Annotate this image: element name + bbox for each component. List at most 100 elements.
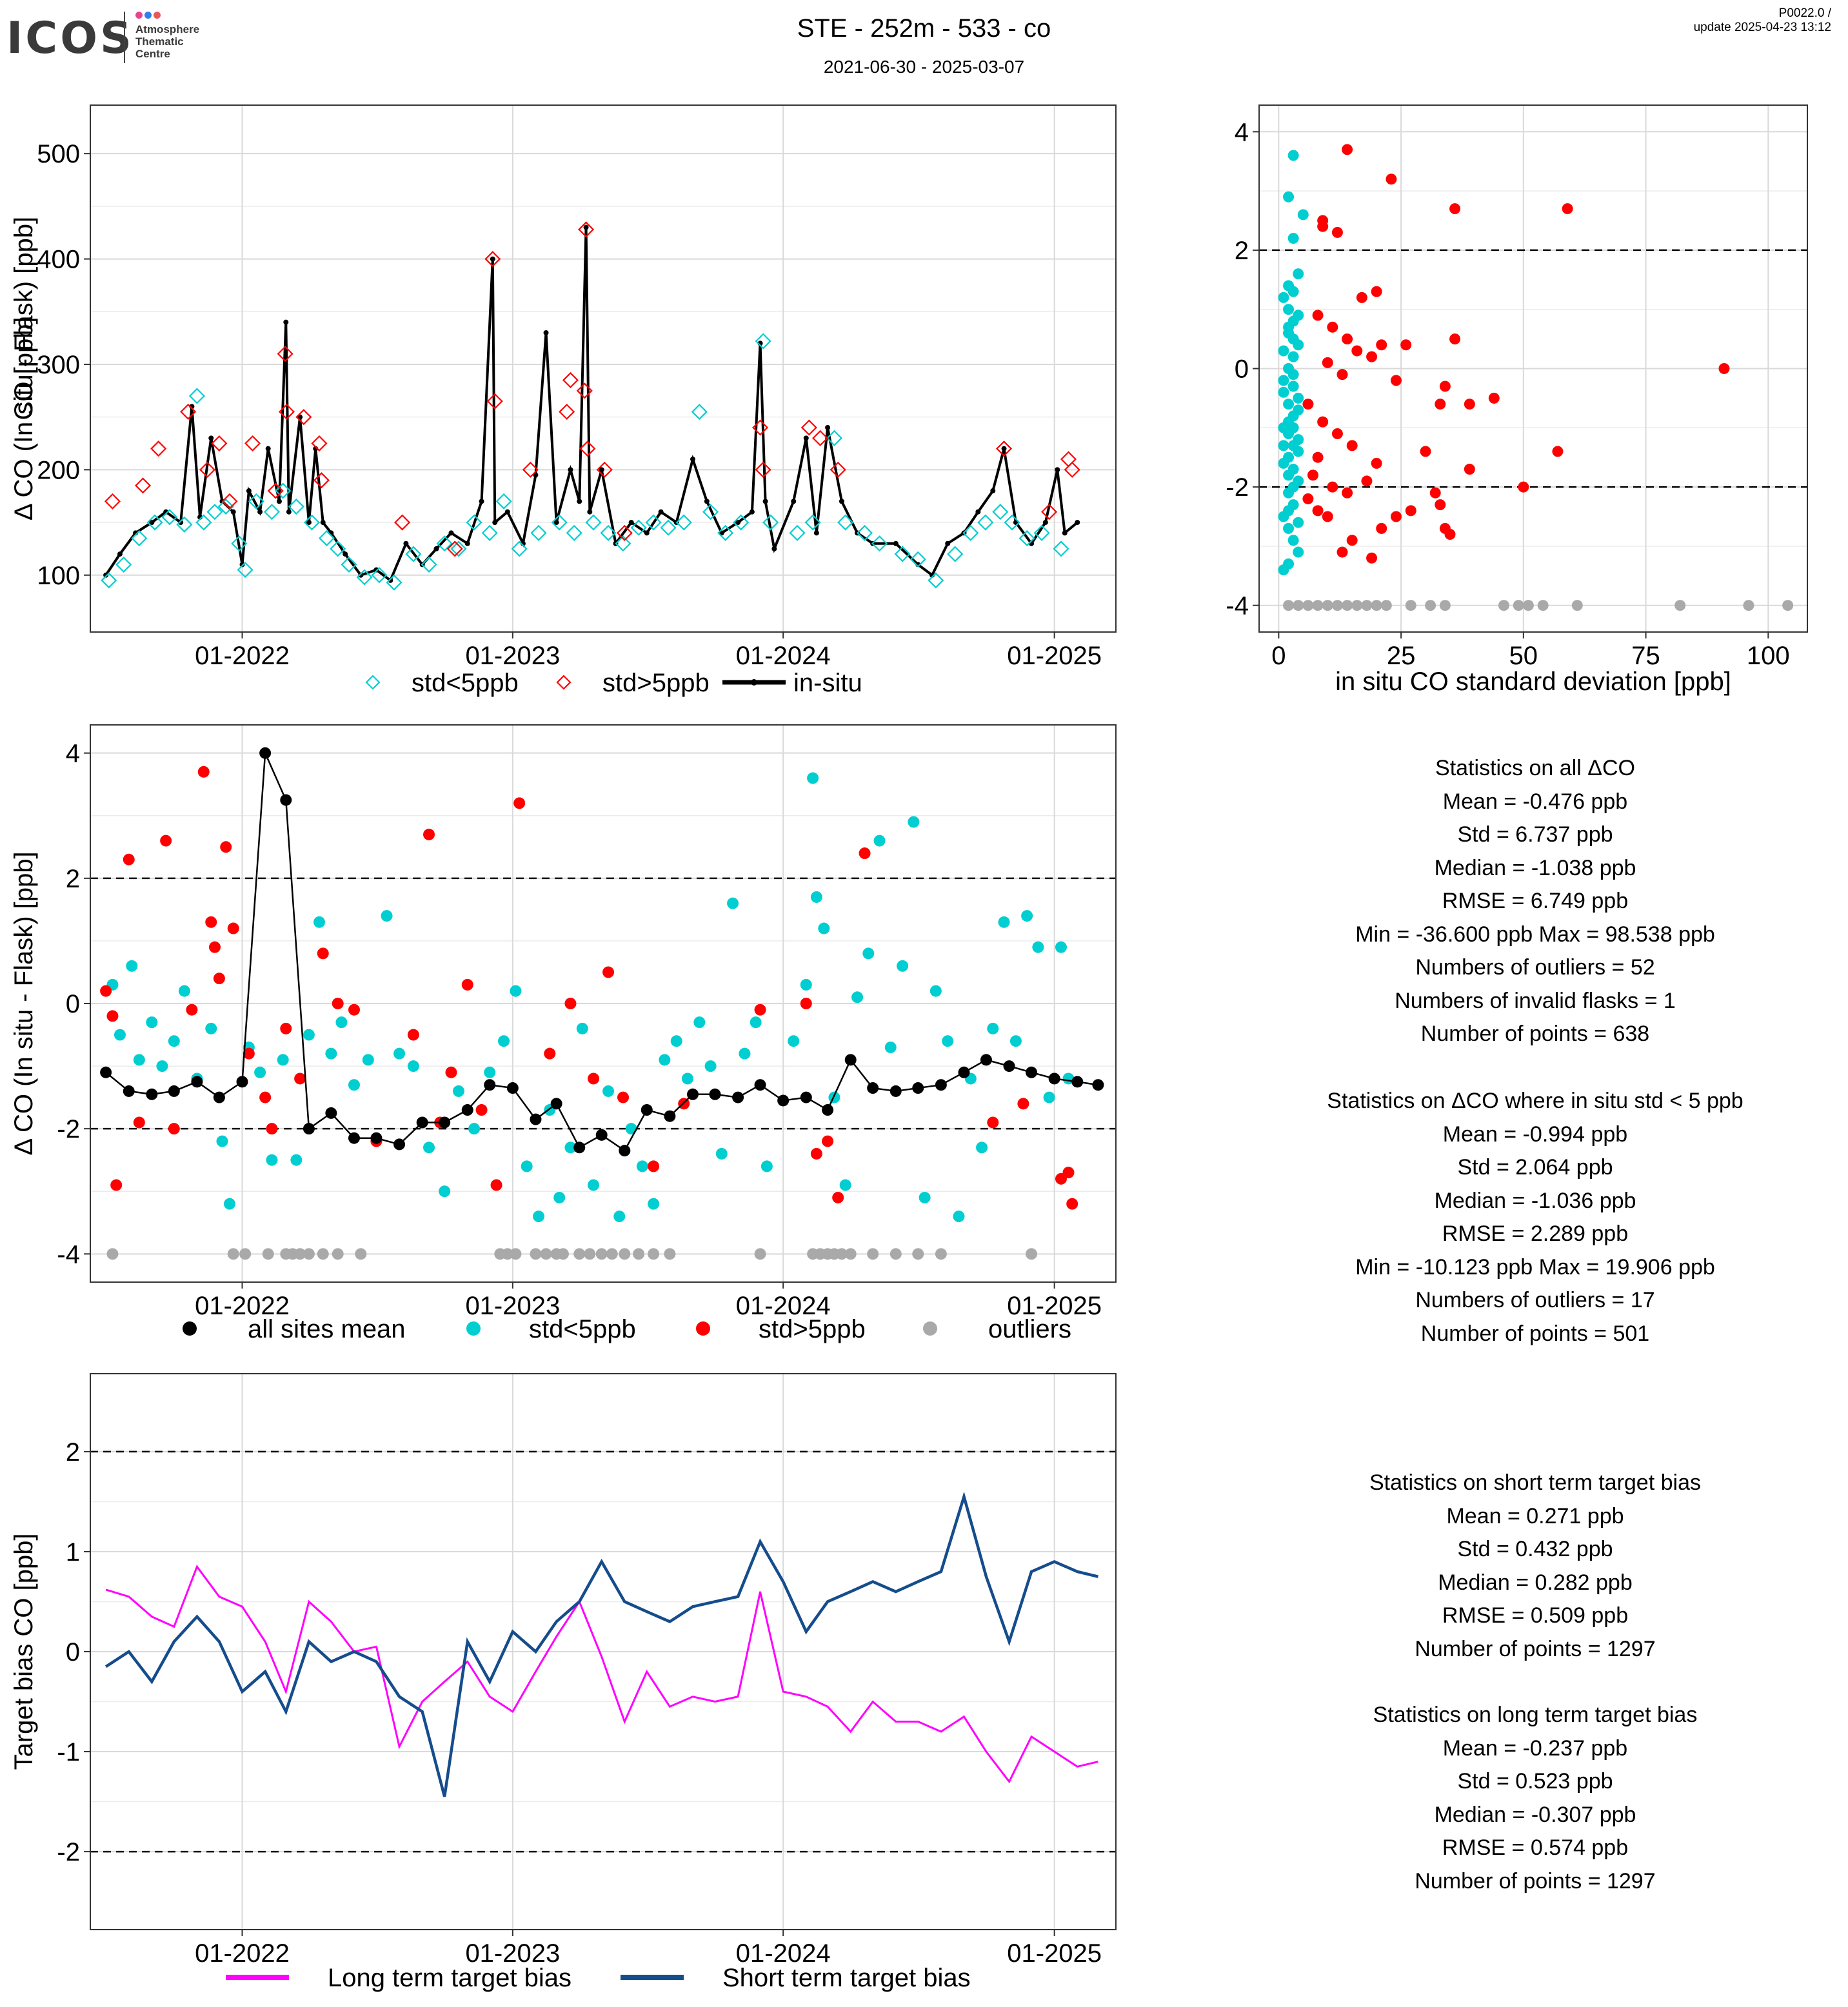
delta-point [178,985,190,997]
in-situ-point [246,488,252,494]
x-tick-label: 01-2025 [1007,642,1102,670]
std-gt-5-marker [559,403,575,420]
delta-point [987,1022,999,1034]
y-tick-label: 0 [66,990,80,1018]
std-gt-5-marker [394,514,411,531]
std-gt-5-marker [313,472,330,489]
scatter-point [1317,221,1329,232]
scatter-point [1518,481,1529,493]
in-situ-point [403,540,409,546]
std-lt-5-marker [762,514,779,531]
in-situ-point [433,546,439,551]
std-lt-5-marker [405,546,422,562]
delta-point [423,1142,435,1154]
all-sites-mean-point [146,1088,158,1100]
std-lt-5-marker [176,516,193,533]
legend-std-gt-5-label: std>5ppb [602,669,710,697]
all-sites-mean-point [958,1066,970,1078]
std-gt-5-marker [578,221,595,238]
in-situ-point [103,572,109,578]
x-tick-label: 01-2023 [465,642,560,670]
all-sites-mean-point [100,1066,112,1078]
in-situ-point [893,540,899,546]
in-situ-point [490,256,495,262]
delta-point [873,835,886,847]
scatter-point [1287,233,1299,244]
delta-point [859,847,871,860]
scatter-point [1287,381,1299,392]
delta-point [254,1066,266,1078]
delta-point [468,1123,481,1135]
delta-point [223,1198,235,1210]
in-situ-point [803,435,809,441]
x-axis-label: in situ CO standard deviation [ppb] [1335,667,1731,696]
std-gt-5-marker [244,435,261,452]
delta-point [501,1248,513,1260]
delta-point [727,897,739,909]
std-lt-5-marker [755,333,771,350]
y-axis-label: Δ CO (In situ - Flask) [ppb] [10,851,38,1155]
std-gt-5-marker [995,440,1013,457]
std-lt-5-marker [660,519,677,536]
std-lt-5-marker [421,556,437,573]
delta-point [929,985,942,997]
delta-point [303,1029,315,1041]
delta-point [648,1160,660,1172]
delta-point [280,1022,292,1034]
std-lt-5-marker [977,514,994,531]
delta-point [1032,941,1044,953]
delta-point [197,766,210,778]
in-situ-point [813,530,819,536]
y-tick-label: 0 [1235,355,1249,384]
logo-sub-line: Atmosphere [135,23,200,35]
std-lt-5-marker [101,572,117,589]
legend-label: std>5ppb [759,1315,866,1343]
std-gt-5-marker [830,461,846,478]
std-lt-5-marker [733,514,750,531]
scatter-point [1342,487,1353,499]
delta-point [243,1047,255,1060]
x-tick-label: 01-2023 [465,1292,560,1320]
delta-point [851,991,864,1004]
all-sites-mean-point [550,1098,562,1110]
delta-point [475,1104,488,1116]
stats-filtered-line: Numbers of outliers = 17 [1415,1288,1655,1312]
delta-point [636,1160,648,1172]
scatter-point [1287,481,1299,493]
delta-point [835,1248,848,1260]
x-tick-label: 01-2022 [195,642,290,670]
x-tick-label: 25 [1387,642,1416,670]
legend-std-lt-5-label: std<5ppb [412,669,519,697]
scatter-point [1293,392,1304,404]
delta-point [220,841,232,853]
scatter-point [1307,470,1318,481]
scatter-point [1674,600,1686,611]
delta-point [160,835,172,847]
delta-point [862,947,875,960]
scatter-point [1782,600,1794,611]
delta-point [290,1154,303,1166]
all-sites-mean-point [484,1079,496,1091]
scatter-point [1386,173,1397,185]
std-lt-5-marker [146,514,163,531]
y-axis-label: CO [ppb] [10,317,38,420]
std-lt-5-marker [495,493,512,509]
all-sites-mean-point [641,1104,653,1116]
delta-point [576,1022,588,1034]
std-lt-5-marker [928,572,944,589]
scatter-point [1366,552,1378,564]
delta-point [1043,1091,1055,1103]
all-sites-mean-point [687,1088,699,1100]
in-situ-point [735,520,741,526]
delta-point [126,960,138,972]
delta-point [452,1085,464,1097]
scatter-point [1439,381,1451,392]
delta-point [355,1248,367,1260]
delta-point [750,1016,762,1029]
legend-delta-timeseries: all sites mean std<5ppb std>5ppb outliers [183,1315,1071,1343]
stats-filtered-line: Number of points = 501 [1420,1321,1650,1346]
scatter-point [1380,600,1392,611]
y-tick-label: -2 [57,1115,80,1143]
y-tick-label: -2 [57,1838,80,1866]
stats-long-line: Number of points = 1297 [1415,1868,1656,1893]
